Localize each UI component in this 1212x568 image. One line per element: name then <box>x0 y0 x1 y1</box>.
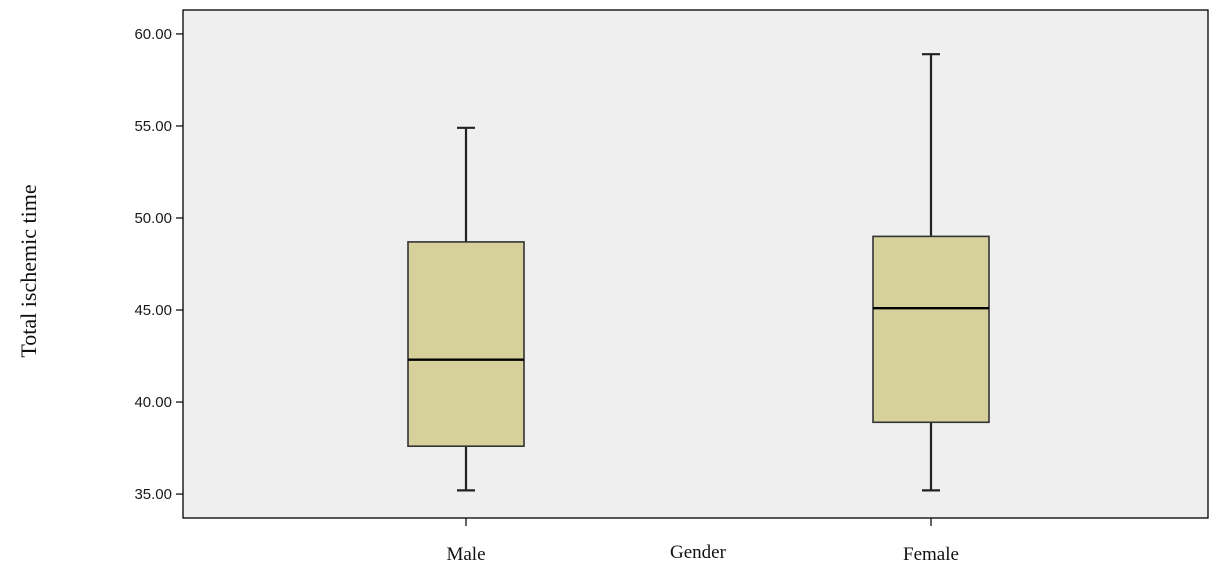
y-axis-ticks: 35.00 40.00 45.00 50.00 55.00 60.00 <box>134 26 183 503</box>
box-female <box>872 53 990 492</box>
iqr-box <box>407 241 525 448</box>
y-tick-label: 35.00 <box>134 486 172 503</box>
x-axis-ticks: Male Female <box>446 518 959 565</box>
box-male <box>407 126 525 492</box>
x-category-label: Female <box>903 544 959 565</box>
y-tick-label: 60.00 <box>134 26 172 43</box>
x-category-label: Male <box>446 544 485 565</box>
y-tick-label: 55.00 <box>134 118 172 135</box>
iqr-box <box>872 235 990 424</box>
boxplot-series <box>407 53 990 492</box>
y-tick-label: 40.00 <box>134 394 172 411</box>
y-tick-label: 45.00 <box>134 302 172 319</box>
y-axis-title: Total ischemic time <box>16 184 41 357</box>
x-axis-title: Gender <box>670 542 727 563</box>
plot-area <box>182 9 1209 519</box>
y-tick-label: 50.00 <box>134 210 172 227</box>
